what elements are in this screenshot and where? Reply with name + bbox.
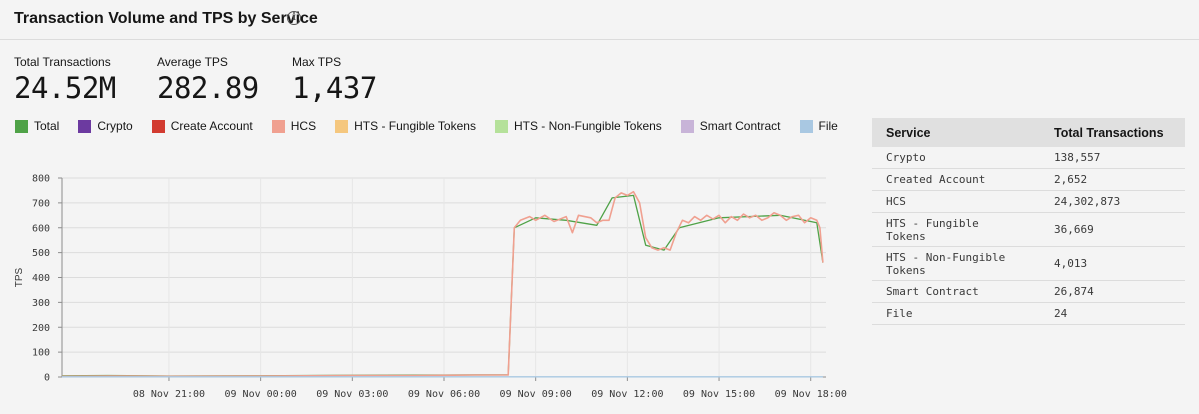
y-tick-label: 800 xyxy=(32,174,50,185)
column-header-service[interactable]: Service xyxy=(886,125,931,140)
column-header-total[interactable]: Total Transactions xyxy=(1054,125,1164,140)
legend-swatch xyxy=(799,119,813,133)
legend-label: File xyxy=(818,119,838,133)
table-row: Crypto 138,557 xyxy=(872,147,1185,169)
y-tick-label: 600 xyxy=(32,223,50,234)
panel-title: Transaction Volume and TPS by Service xyxy=(14,10,318,27)
y-tick-label: 500 xyxy=(32,248,50,259)
cell-service: HTS - Non-Fungible Tokens xyxy=(886,250,1006,277)
x-tick-label: 09 Nov 15:00 xyxy=(683,389,755,400)
cell-service: Smart Contract xyxy=(886,285,979,298)
legend-item-hts-non-fungible-tokens[interactable]: HTS - Non-Fungible Tokens xyxy=(494,119,662,133)
cell-total: 2,652 xyxy=(1054,173,1088,186)
cell-service: Created Account xyxy=(886,173,986,186)
cell-service: HCS xyxy=(886,195,906,208)
chart-legend: Total Crypto Create Account HCS HTS - Fungib… xyxy=(15,119,857,133)
legend-item-create-account[interactable]: Create Account xyxy=(151,119,253,133)
cell-total: 36,669 xyxy=(1054,223,1094,236)
x-tick-label: 09 Nov 06:00 xyxy=(408,389,480,400)
kpi-label: Average TPS xyxy=(157,55,228,69)
x-tick-label: 08 Nov 21:00 xyxy=(133,389,205,400)
legend-item-file[interactable]: File xyxy=(799,119,838,133)
kpi-label: Total Transactions xyxy=(14,55,111,69)
kpi-total-transactions: Total Transactions 24.52M xyxy=(14,55,116,105)
y-tick-label: 200 xyxy=(32,323,50,334)
legend-swatch xyxy=(680,119,694,133)
legend-swatch xyxy=(15,119,28,133)
legend-item-smart-contract[interactable]: Smart Contract xyxy=(680,119,781,133)
panel-header: Transaction Volume and TPS by Service i xyxy=(0,0,1199,40)
kpi-label: Max TPS xyxy=(292,55,342,69)
table-row: Created Account 2,652 xyxy=(872,169,1185,191)
kpi-value: 1,437 xyxy=(292,71,377,105)
x-tick-label: 09 Nov 18:00 xyxy=(775,389,847,400)
series-line-total xyxy=(61,194,824,377)
legend-swatch xyxy=(335,119,349,133)
cell-total: 138,557 xyxy=(1054,151,1101,164)
x-tick-label: 09 Nov 03:00 xyxy=(316,389,388,400)
legend-item-total[interactable]: Total xyxy=(15,119,59,133)
series-line-hcs xyxy=(61,190,824,378)
x-tick-label: 09 Nov 12:00 xyxy=(591,389,663,400)
legend-item-crypto[interactable]: Crypto xyxy=(78,119,133,133)
legend-label: Crypto xyxy=(97,119,133,133)
kpi-value: 282.89 xyxy=(157,71,259,105)
table-row: Smart Contract 26,874 xyxy=(872,281,1185,303)
table-row: HCS 24,302,873 xyxy=(872,191,1185,213)
cell-service: Crypto xyxy=(886,151,926,164)
cell-total: 4,013 xyxy=(1054,257,1088,270)
legend-swatch xyxy=(151,119,165,133)
legend-item-hcs[interactable]: HCS xyxy=(271,119,317,133)
legend-swatch xyxy=(271,119,285,133)
cell-service: HTS - Fungible Tokens xyxy=(886,216,979,243)
kpi-average-tps: Average TPS 282.89 xyxy=(157,55,259,105)
y-tick-label: 400 xyxy=(32,273,50,284)
legend-label: Smart Contract xyxy=(699,119,781,133)
legend-label: HCS xyxy=(290,119,317,133)
table-row: HTS - Non-Fungible Tokens 4,013 xyxy=(872,247,1185,281)
cell-total: 24 xyxy=(1054,307,1068,320)
table-body: Crypto 138,557 Created Account 2,652 HCS 24,3… xyxy=(872,147,1185,325)
x-tick-label: 09 Nov 09:00 xyxy=(500,389,572,400)
legend-item-hts-fungible-tokens[interactable]: HTS - Fungible Tokens xyxy=(335,119,476,133)
cell-service: File xyxy=(886,307,913,320)
cell-total: 26,874 xyxy=(1054,285,1094,298)
cell-total: 24,302,873 xyxy=(1054,195,1121,208)
legend-label: HTS - Fungible Tokens xyxy=(354,119,476,133)
legend-label: HTS - Non-Fungible Tokens xyxy=(513,119,662,133)
kpi-max-tps: Max TPS 1,437 xyxy=(292,55,377,105)
legend-label: Total xyxy=(34,119,60,133)
y-axis-label: TPS xyxy=(14,267,25,287)
table-row: HTS - Fungible Tokens 36,669 xyxy=(872,213,1185,247)
kpi-value: 24.52M xyxy=(14,71,116,105)
tps-line-chart: 0 100 200 300 400 500 600 700 800 08 Nov 21:00 09 … xyxy=(14,174,847,401)
table-header: Service Total Transactions xyxy=(872,118,1185,147)
x-tick-label: 09 Nov 00:00 xyxy=(225,389,297,400)
y-tick-label: 0 xyxy=(44,373,50,384)
info-icon[interactable]: i xyxy=(287,11,301,25)
legend-label: Create Account xyxy=(170,119,253,133)
service-totals-table: Service Total Transactions Crypto 138,557… xyxy=(872,118,1185,325)
legend-swatch xyxy=(78,119,92,133)
y-tick-label: 100 xyxy=(32,348,50,359)
y-tick-label: 300 xyxy=(32,298,50,309)
legend-swatch xyxy=(494,119,508,133)
table-row: File 24 xyxy=(872,303,1185,325)
y-tick-label: 700 xyxy=(32,198,50,209)
